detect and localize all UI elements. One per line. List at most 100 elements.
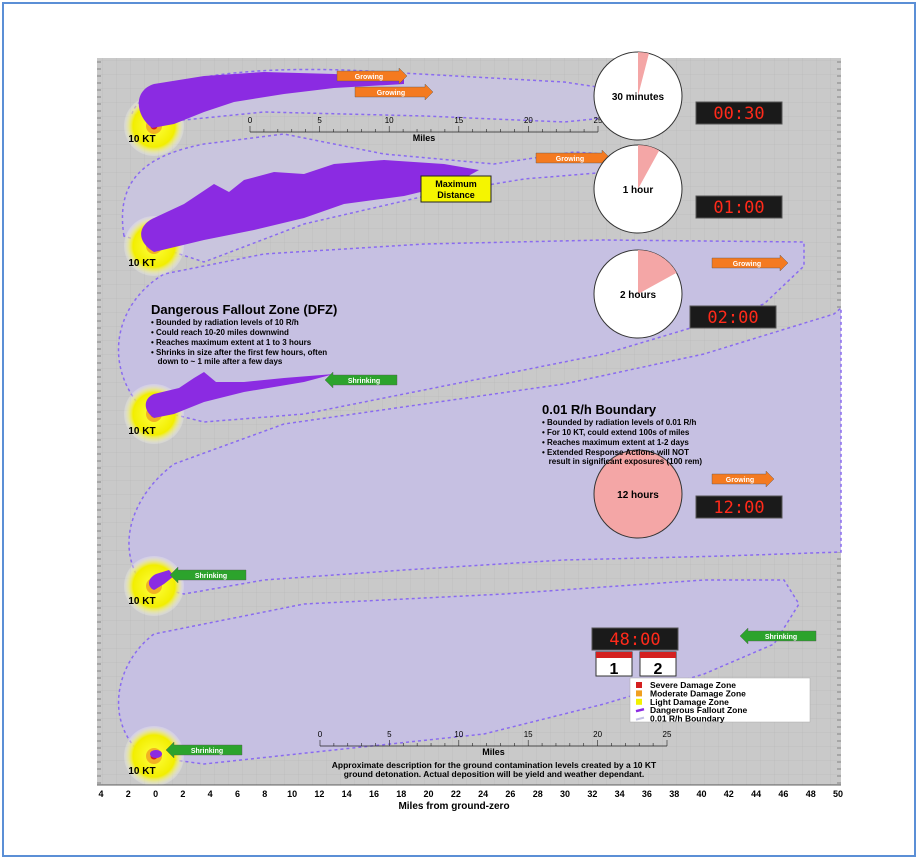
scale-label: Miles bbox=[413, 133, 436, 143]
x-tick-label: 46 bbox=[778, 789, 788, 799]
elapsed-clock: 12 hours bbox=[593, 449, 683, 539]
clock-label: 12 hours bbox=[617, 490, 659, 501]
calendar-day: 1 bbox=[610, 661, 619, 678]
legend-label: 0.01 R/h Boundary bbox=[650, 714, 725, 724]
yield-label: 10 KT bbox=[128, 596, 155, 607]
legend-label: Severe Damage Zone bbox=[650, 680, 736, 690]
x-tick-label: 4 bbox=[98, 789, 103, 799]
scale-tick-label: 5 bbox=[317, 116, 322, 125]
shrinking-arrow: Shrinking bbox=[169, 566, 247, 584]
scale-tick-label: 25 bbox=[663, 730, 672, 739]
yield-label: 10 KT bbox=[128, 134, 155, 145]
dfz-plume-4 bbox=[148, 570, 174, 590]
x-tick-label: 40 bbox=[697, 789, 707, 799]
svg-text:Growing: Growing bbox=[377, 90, 405, 97]
boundary-bullet: • Bounded by radiation levels of 0.01 R/… bbox=[542, 418, 697, 427]
legend-item: Severe Damage Zone bbox=[636, 680, 736, 690]
x-tick-label: 14 bbox=[342, 789, 352, 799]
clock-label: 2 hours bbox=[620, 290, 657, 301]
scale-tick-label: 15 bbox=[524, 730, 533, 739]
digital-timer: 48:00 bbox=[591, 627, 679, 651]
digital-timer: 01:00 bbox=[695, 195, 783, 219]
digital-time: 48:00 bbox=[609, 630, 660, 650]
x-tick-label: 0 bbox=[153, 789, 158, 799]
scale-tick-label: 10 bbox=[385, 116, 394, 125]
dfz-bullet: • Could reach 10-20 miles downwind bbox=[151, 328, 289, 337]
x-tick-label: 32 bbox=[587, 789, 597, 799]
calendar-icon: 1 bbox=[595, 651, 633, 678]
growing-arrow: Growing bbox=[711, 470, 775, 488]
clock-elapsed-wedge bbox=[638, 145, 660, 189]
x-tick-label: 24 bbox=[478, 789, 488, 799]
x-tick-label: 26 bbox=[505, 789, 515, 799]
boundary-title: 0.01 R/h Boundary bbox=[542, 402, 657, 417]
growing-arrow: Growing bbox=[354, 83, 434, 101]
svg-text:Shrinking: Shrinking bbox=[191, 748, 223, 755]
yield-label: 10 KT bbox=[128, 258, 155, 269]
x-tick-label: 30 bbox=[560, 789, 570, 799]
caption-line-1: Approximate description for the ground c… bbox=[332, 760, 657, 770]
boundary-bullet: • Reaches maximum extent at 1-2 days bbox=[542, 438, 689, 447]
svg-text:Shrinking: Shrinking bbox=[765, 634, 797, 641]
clock-label: 30 minutes bbox=[612, 92, 665, 103]
max-distance-line-1: Maximum bbox=[435, 179, 477, 189]
x-tick-label: 8 bbox=[262, 789, 267, 799]
dfz-bullet: • Reaches maximum extent at 1 to 3 hours bbox=[151, 338, 312, 347]
max-distance-callout: Maximum Distance bbox=[420, 175, 492, 203]
x-tick-label: 34 bbox=[615, 789, 625, 799]
svg-text:Shrinking: Shrinking bbox=[195, 573, 227, 580]
x-tick-label: 2 bbox=[126, 789, 131, 799]
x-tick-label: 22 bbox=[451, 789, 461, 799]
dfz-bullet: • Bounded by radiation levels of 10 R/h bbox=[151, 318, 299, 327]
shrinking-arrow: Shrinking bbox=[739, 627, 817, 645]
legend-item: 0.01 R/h Boundary bbox=[635, 714, 725, 724]
x-tick-label: 50 bbox=[833, 789, 843, 799]
digital-time: 12:00 bbox=[713, 498, 764, 518]
clock-label: 1 hour bbox=[623, 185, 654, 196]
shrinking-arrow: Shrinking bbox=[165, 741, 243, 759]
x-tick-label: 28 bbox=[533, 789, 543, 799]
x-tick-label: 12 bbox=[314, 789, 324, 799]
calendar-day: 2 bbox=[654, 661, 663, 678]
digital-time: 00:30 bbox=[713, 104, 764, 124]
clock-elapsed-wedge bbox=[638, 52, 649, 96]
scale-tick-label: 10 bbox=[454, 730, 463, 739]
boundary-bullet: result in significant exposures (100 rem… bbox=[542, 457, 702, 466]
svg-text:Growing: Growing bbox=[556, 156, 584, 163]
dfz-plume-1 bbox=[138, 72, 405, 128]
legend-item: Moderate Damage Zone bbox=[636, 688, 746, 698]
legend-item: Dangerous Fallout Zone bbox=[635, 705, 748, 715]
scale-tick-label: 5 bbox=[387, 730, 392, 739]
elapsed-clock: 30 minutes bbox=[593, 51, 683, 141]
dfz-description: Dangerous Fallout Zone (DFZ) • Bounded b… bbox=[151, 302, 337, 366]
svg-text:Growing: Growing bbox=[355, 74, 383, 81]
yield-label: 10 KT bbox=[128, 426, 155, 437]
x-tick-label: 16 bbox=[369, 789, 379, 799]
scale-label: Miles bbox=[482, 747, 505, 757]
max-distance-line-2: Distance bbox=[437, 190, 475, 200]
svg-text:Growing: Growing bbox=[733, 261, 761, 268]
x-tick-label: 44 bbox=[751, 789, 761, 799]
growing-arrow: Growing bbox=[336, 67, 408, 85]
dfz-plume-5 bbox=[150, 750, 162, 758]
legend-label: Light Damage Zone bbox=[650, 697, 729, 707]
digital-timer: 02:00 bbox=[689, 305, 777, 329]
boundary-description: 0.01 R/h Boundary • Bounded by radiation… bbox=[542, 402, 702, 466]
x-tick-label: 48 bbox=[806, 789, 816, 799]
x-tick-label: 6 bbox=[235, 789, 240, 799]
boundary-bullet: • For 10 KT, could extend 100s of miles bbox=[542, 428, 690, 437]
caption-line-2: ground detonation. Actual deposition wil… bbox=[344, 769, 645, 779]
digital-timer: 00:30 bbox=[695, 101, 783, 125]
calendar-icon: 2 bbox=[639, 651, 677, 678]
dfz-bullet: • Shrinks in size after the first few ho… bbox=[151, 348, 327, 357]
growing-arrow: Growing bbox=[711, 254, 789, 272]
svg-text:Shrinking: Shrinking bbox=[348, 378, 380, 385]
elapsed-clock: 2 hours bbox=[593, 249, 683, 339]
scale-tick-label: 15 bbox=[454, 116, 463, 125]
scale-tick-label: 20 bbox=[524, 116, 533, 125]
scale-tick-label: 20 bbox=[593, 730, 602, 739]
dfz-plume-2 bbox=[141, 160, 479, 252]
